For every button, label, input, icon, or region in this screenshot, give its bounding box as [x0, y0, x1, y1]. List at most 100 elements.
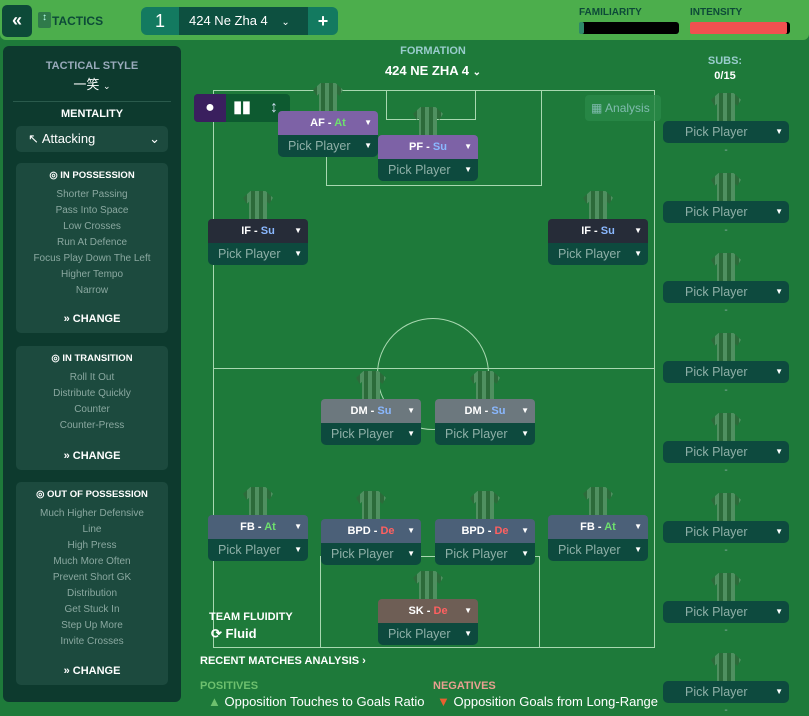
tactical-style-dropdown[interactable]: 一笑 ⌄ — [3, 74, 181, 93]
grid-icon: ▦ — [591, 101, 603, 115]
instruction-item: Step Up More — [61, 620, 123, 631]
instruction-item: Get Stuck In — [64, 604, 120, 615]
player-slot-af: AF - At ▼ Pick Player ▼ — [278, 83, 378, 157]
intensity-bar[interactable] — [690, 22, 790, 34]
pick-player-label: Pick Player — [558, 543, 621, 557]
pick-player-dropdown[interactable]: Pick Player ▼ — [435, 543, 535, 565]
recent-matches-title: RECENT MATCHES ANALYSIS — [200, 655, 360, 667]
player-slot-sk: SK - De ▼ Pick Player ▼ — [378, 571, 478, 645]
pick-player-dropdown[interactable]: Pick Player ▼ — [208, 539, 308, 561]
role-name: IF — [581, 225, 591, 237]
pick-player-dropdown[interactable]: Pick Player ▼ — [435, 423, 535, 445]
sub-empty-dash: - — [724, 305, 728, 316]
player-slot-pf: PF - Su ▼ Pick Player ▼ — [378, 107, 478, 181]
pick-player-dropdown[interactable]: Pick Player ▼ — [278, 135, 378, 157]
pick-player-label: Pick Player — [331, 427, 394, 441]
pick-sub-dropdown[interactable]: Pick Player ▼ — [663, 361, 789, 383]
role-selector[interactable]: FB - At ▼ — [208, 515, 308, 539]
mentality-dropdown[interactable]: ↖ Attacking ⌄ — [16, 126, 168, 152]
change-label: CHANGE — [72, 313, 121, 325]
change-button[interactable]: » CHANGE — [63, 450, 121, 462]
caret-down-icon: ▼ — [775, 607, 783, 616]
role-selector[interactable]: IF - Su ▼ — [548, 219, 648, 243]
sub-slot: Pick Player ▼ - — [663, 413, 789, 476]
transition-icon: ◎ — [51, 353, 60, 364]
caret-down-icon: ▼ — [775, 127, 783, 136]
sub-slot: Pick Player ▼ - — [663, 653, 789, 716]
tactics-board-icon[interactable]: ↕ — [270, 99, 278, 116]
formation-dropdown[interactable]: 424 NE ZHA 4 ⌄ — [363, 63, 503, 78]
pick-sub-dropdown[interactable]: Pick Player ▼ — [663, 441, 789, 463]
pick-sub-dropdown[interactable]: Pick Player ▼ — [663, 281, 789, 303]
change-button[interactable]: » CHANGE — [63, 313, 121, 325]
add-tactic-button[interactable]: + — [308, 7, 338, 35]
sub-empty-dash: - — [724, 465, 728, 476]
role-name: IF — [241, 225, 251, 237]
pick-player-label: Pick Player — [288, 139, 351, 153]
out-of-possession-panel: ◎ OUT OF POSSESSION Much Higher Defensive… — [16, 482, 168, 685]
role-selector[interactable]: BPD - De ▼ — [435, 519, 535, 543]
player-slot-if: IF - Su ▼ Pick Player ▼ — [548, 191, 648, 265]
pick-sub-dropdown[interactable]: Pick Player ▼ — [663, 601, 789, 623]
change-button[interactable]: » CHANGE — [63, 665, 121, 677]
pick-player-dropdown[interactable]: Pick Player ▼ — [378, 623, 478, 645]
player-view-icon[interactable]: ● — [194, 94, 226, 122]
caret-down-icon: ▼ — [364, 141, 372, 150]
pick-player-dropdown[interactable]: Pick Player ▼ — [208, 243, 308, 265]
caret-down-icon: ▼ — [775, 527, 783, 536]
pick-player-label: Pick Player — [685, 605, 748, 619]
role-selector[interactable]: DM - Su ▼ — [321, 399, 421, 423]
analysis-button[interactable]: ▦ Analysis — [585, 95, 661, 121]
player-slot-fb: FB - At ▼ Pick Player ▼ — [208, 487, 308, 561]
pick-player-dropdown[interactable]: Pick Player ▼ — [378, 159, 478, 181]
pick-player-dropdown[interactable]: Pick Player ▼ — [321, 543, 421, 565]
instruction-item: Focus Play Down The Left — [33, 253, 151, 264]
chevron-down-icon: ⌄ — [103, 81, 111, 91]
in_transition-title-text: IN TRANSITION — [62, 353, 133, 364]
recent-matches-analysis-link[interactable]: RECENT MATCHES ANALYSIS › — [200, 655, 366, 667]
instruction-item: Shorter Passing — [56, 189, 128, 200]
pick-sub-dropdown[interactable]: Pick Player ▼ — [663, 121, 789, 143]
role-duty: Su — [377, 405, 392, 417]
pick-player-label: Pick Player — [218, 543, 281, 557]
pick-player-dropdown[interactable]: Pick Player ▼ — [321, 423, 421, 445]
pick-sub-dropdown[interactable]: Pick Player ▼ — [663, 681, 789, 703]
role-selector[interactable]: IF - Su ▼ — [208, 219, 308, 243]
role-name: PF — [409, 141, 424, 153]
role-duty: Su — [491, 405, 506, 417]
in-transition-panel: ◎ IN TRANSITION Roll It Out Distribute Qui… — [16, 346, 168, 470]
back-button[interactable]: « — [2, 5, 32, 37]
tactic-select-dropdown[interactable]: 424 Ne Zha 4 ⌄ — [179, 7, 308, 35]
caret-down-icon: ▼ — [634, 249, 642, 258]
player-slot-dm: DM - Su ▼ Pick Player ▼ — [435, 371, 535, 445]
tactic-slot-number[interactable]: 1 — [141, 7, 179, 35]
role-selector[interactable]: FB - At ▼ — [548, 515, 648, 539]
familiarity-bar[interactable] — [579, 22, 679, 34]
role-selector[interactable]: SK - De ▼ — [378, 599, 478, 623]
caret-down-icon: ▼ — [294, 545, 302, 554]
subs-label: SUBS: — [707, 55, 743, 67]
in_transition-title: ◎ IN TRANSITION — [16, 353, 168, 364]
pick-player-dropdown[interactable]: Pick Player ▼ — [548, 243, 648, 265]
role-selector[interactable]: DM - Su ▼ — [435, 399, 535, 423]
role-selector[interactable]: AF - At ▼ — [278, 111, 378, 135]
pitch — [213, 90, 655, 648]
caret-down-icon: ▼ — [775, 687, 783, 696]
pick-sub-dropdown[interactable]: Pick Player ▼ — [663, 201, 789, 223]
pick-sub-dropdown[interactable]: Pick Player ▼ — [663, 521, 789, 543]
caret-down-icon: ▼ — [634, 545, 642, 554]
pick-player-label: Pick Player — [331, 547, 394, 561]
instruction-item: Much More Often — [53, 556, 131, 567]
pick-player-label: Pick Player — [388, 627, 451, 641]
tactic-name: 424 Ne Zha 4 — [189, 13, 268, 28]
chevron-down-icon: ⌄ — [281, 17, 290, 28]
bar-chart-icon[interactable]: ▮▮ — [233, 99, 251, 116]
instruction-item: Narrow — [75, 285, 109, 296]
role-name: SK — [408, 605, 424, 617]
role-selector[interactable]: BPD - De ▼ — [321, 519, 421, 543]
player-slot-bpd: BPD - De ▼ Pick Player ▼ — [321, 491, 421, 565]
role-duty: At — [604, 521, 616, 533]
role-selector[interactable]: PF - Su ▼ — [378, 135, 478, 159]
pick-player-dropdown[interactable]: Pick Player ▼ — [548, 539, 648, 561]
caret-down-icon: ▼ — [775, 367, 783, 376]
